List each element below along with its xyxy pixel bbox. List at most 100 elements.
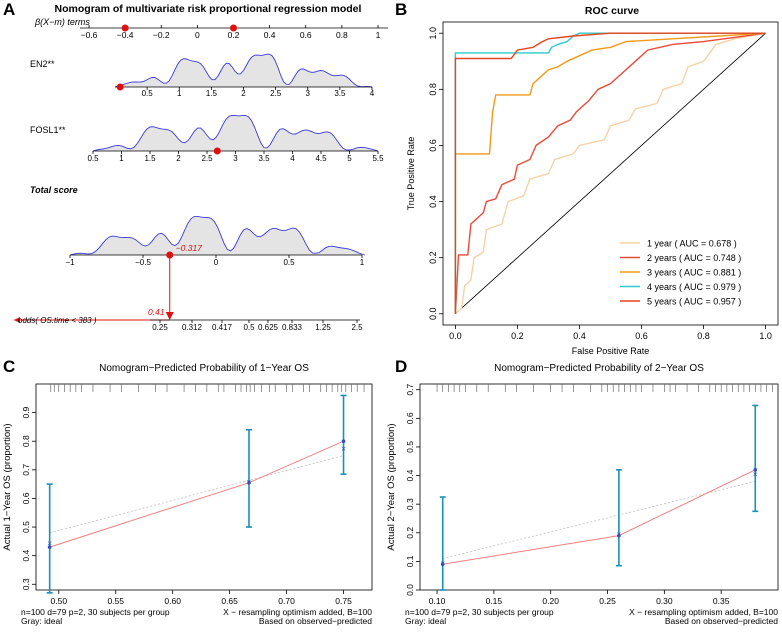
ideal-line bbox=[49, 455, 344, 534]
roc-legend-label: 5 years ( AUC = 0.957 ) bbox=[647, 297, 741, 307]
fosl1-density-fill bbox=[93, 115, 378, 151]
roc-x-tick-label: 0.2 bbox=[511, 331, 524, 341]
fosl1-tick-label: 2.5 bbox=[201, 154, 213, 163]
calibration-title: Nomogram−Predicted Probability of 2−Year… bbox=[494, 363, 704, 374]
odds-axis-label: odds( OS.time < 383 ) bbox=[18, 316, 97, 325]
calibration-y-tick-label: 0.6 bbox=[21, 492, 31, 504]
fosl1-tick-label: 5.5 bbox=[372, 154, 384, 163]
en2-tick-label: 2.5 bbox=[270, 89, 282, 98]
calibration-plot-frame bbox=[419, 383, 779, 591]
calibration-x-tick-label: 0.75 bbox=[335, 596, 352, 606]
roc-legend-label: 3 years ( AUC = 0.881 ) bbox=[647, 268, 741, 278]
calibration-plot-frame bbox=[35, 383, 373, 591]
resampled-marker: × bbox=[247, 477, 252, 486]
footer-right-line1: X − resampling optimism added, B=100 bbox=[223, 607, 372, 617]
fosl1-tick-label: 5 bbox=[347, 154, 352, 163]
total-score-label: Total score bbox=[30, 185, 78, 195]
resampled-marker: × bbox=[617, 530, 622, 539]
odds-tick-label: 0.312 bbox=[182, 323, 203, 332]
beta-tick-label: 0.4 bbox=[264, 30, 276, 40]
calibration-y-tick-label: 0.4 bbox=[21, 549, 31, 561]
fosl1-density-line bbox=[92, 114, 379, 152]
footer-left-line2: Gray: ideal bbox=[21, 616, 62, 626]
roc-legend-label: 1 year ( AUC = 0.678 ) bbox=[647, 239, 737, 249]
variable-label-fosl1: FOSL1** bbox=[30, 125, 66, 135]
roc-x-axis-label: False Positive Rate bbox=[572, 346, 650, 356]
panel-label: D bbox=[395, 357, 407, 376]
observed-point bbox=[753, 468, 758, 472]
calibration-y-tick-label: 0.3 bbox=[21, 578, 31, 590]
calibration-y-tick-label: 0.5 bbox=[21, 521, 31, 533]
footer-right-line2: Based on observed−predicted bbox=[665, 616, 778, 626]
total-density-fill bbox=[70, 216, 365, 255]
beta-marker bbox=[230, 24, 237, 32]
en2-tick-label: 3.5 bbox=[334, 89, 346, 98]
resampled-marker: × bbox=[440, 559, 445, 568]
observed-point bbox=[247, 480, 251, 485]
footer-left-line2: Gray: ideal bbox=[405, 616, 446, 626]
calibration-y-tick-label: 0.6 bbox=[405, 412, 415, 424]
total-drop-arrow bbox=[165, 312, 174, 320]
fosl1-tick-label: 3 bbox=[233, 154, 238, 163]
observed-point bbox=[617, 533, 621, 538]
roc-series-line bbox=[454, 32, 766, 314]
calibration-y-tick-label: 0.7 bbox=[21, 464, 31, 476]
odds-tick-label: 1.25 bbox=[315, 323, 331, 332]
fosl1-tick-label: 2 bbox=[176, 154, 181, 163]
calibration-x-tick-label: 0.10 bbox=[429, 596, 446, 606]
fosl1-tick-label: 0.5 bbox=[87, 154, 99, 163]
predicted-line bbox=[49, 440, 344, 548]
en2-marker bbox=[116, 83, 124, 91]
total-marker-label: −0.317 bbox=[176, 243, 203, 253]
observed-point bbox=[341, 439, 346, 444]
roc-y-axis-label: True Positive Rate bbox=[406, 137, 416, 211]
beta-tick-label: 0.8 bbox=[336, 30, 348, 40]
fosl1-tick-label: 4 bbox=[290, 154, 295, 163]
en2-tick-label: 4 bbox=[370, 89, 375, 98]
calibration-y-tick-label: 0.4 bbox=[405, 469, 415, 481]
roc-x-tick-label: 1.0 bbox=[759, 331, 772, 341]
calibration-x-tick-label: 0.50 bbox=[51, 596, 68, 606]
panel-label: C bbox=[3, 357, 15, 376]
odds-tick-label: 0.625 bbox=[258, 323, 279, 332]
calibration-y-tick-label: 0.7 bbox=[405, 384, 415, 396]
calibration-y-axis-label: Actual 1−Year OS (proportion) bbox=[2, 423, 13, 550]
roc-legend-label: 2 years ( AUC = 0.748 ) bbox=[647, 253, 741, 263]
total-tick-label: 0.5 bbox=[283, 258, 295, 267]
total-tick-label: −1 bbox=[65, 258, 75, 267]
roc-title: ROC curve bbox=[585, 5, 639, 17]
roc-diagonal bbox=[455, 32, 766, 315]
observed-point bbox=[47, 545, 52, 549]
panel-label-b: B bbox=[395, 0, 407, 19]
odds-tick-label: 2.5 bbox=[351, 323, 363, 332]
beta-axis-label: β(X−m) terms bbox=[34, 17, 90, 27]
calibration-title: Nomogram−Predicted Probability of 1−Year… bbox=[99, 363, 309, 374]
footer-right-line1: X − resampling optimism added, B=100 bbox=[629, 607, 778, 617]
roc-plot-frame bbox=[442, 21, 779, 326]
odds-value-label: 0.41 bbox=[148, 307, 165, 317]
roc-x-tick-label: 0.0 bbox=[449, 331, 462, 341]
footer-left-line1: n=100 d=79 p=2, 30 subjects per group bbox=[405, 607, 554, 617]
roc-y-tick-label: 0.6 bbox=[428, 139, 438, 152]
en2-tick-label: 0.5 bbox=[142, 89, 154, 98]
roc-series-line bbox=[454, 32, 766, 314]
calibration-y-tick-label: 0.2 bbox=[405, 527, 415, 539]
roc-legend-label: 4 years ( AUC = 0.979 ) bbox=[647, 282, 741, 292]
fosl1-tick-label: 1 bbox=[119, 154, 124, 163]
total-tick-label: 0 bbox=[214, 258, 219, 267]
calibration-y-axis-label: Actual 2−Year OS (proportion) bbox=[386, 423, 397, 550]
roc-y-tick-label: 0.8 bbox=[428, 83, 438, 96]
calibration-x-tick-label: 0.35 bbox=[713, 596, 730, 606]
calibration-y-tick-label: 0.1 bbox=[405, 555, 415, 567]
resampled-marker: × bbox=[753, 470, 758, 479]
beta-tick-label: 0.6 bbox=[300, 30, 312, 40]
calibration-y-tick-label: 0.0 bbox=[405, 584, 415, 596]
calibration-y-tick-label: 0.9 bbox=[21, 406, 31, 418]
calibration-x-tick-label: 0.20 bbox=[542, 596, 559, 606]
resampled-marker: × bbox=[341, 444, 346, 453]
beta-tick-label: −0.2 bbox=[153, 30, 170, 40]
calibration-x-tick-label: 0.70 bbox=[278, 596, 295, 606]
roc-x-tick-label: 0.6 bbox=[635, 331, 648, 341]
variable-label-en2: EN2** bbox=[30, 59, 55, 69]
en2-tick-label: 1.5 bbox=[206, 89, 218, 98]
